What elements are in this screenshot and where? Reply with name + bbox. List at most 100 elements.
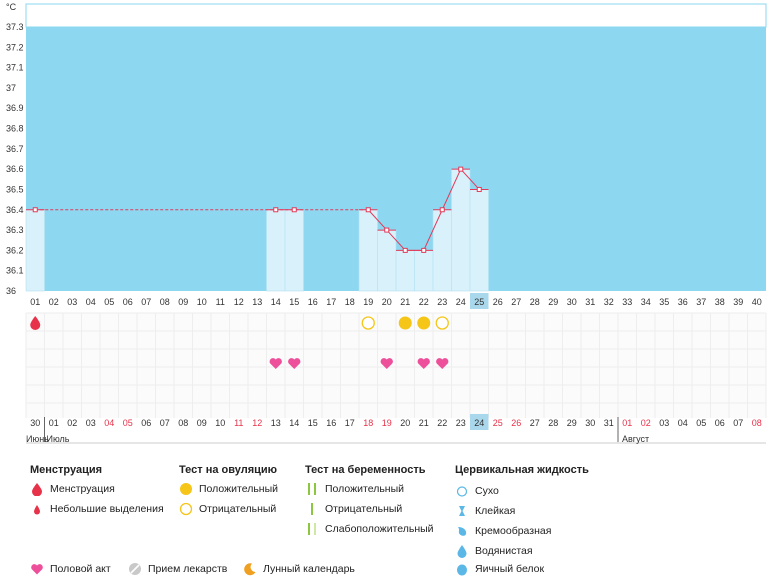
calendar-date-label: 09: [197, 418, 207, 428]
temp-bar: [377, 229, 397, 292]
calendar-date-label: 20: [400, 418, 410, 428]
pill-icon: [128, 562, 142, 576]
month-label: Июнь: [26, 434, 49, 444]
calendar-date-label: 06: [715, 418, 725, 428]
legend-cervical-title: Цервикальная жидкость: [455, 464, 589, 476]
calendar-date-label: 23: [456, 418, 466, 428]
legend-pregnancy-positive[interactable]: Положительный: [305, 482, 404, 496]
cycle-day-label: 27: [511, 297, 521, 307]
legend-cervical-eggwhite[interactable]: Яичный белок: [455, 562, 544, 576]
filled-circle-icon: [179, 482, 193, 496]
y-tick-label: 36.5: [6, 184, 24, 194]
legend-ovulation-title: Тест на овуляцию: [179, 464, 278, 476]
legend-ovulation-negative[interactable]: Отрицательный: [179, 502, 276, 516]
calendar-date-label: 05: [123, 418, 133, 428]
y-tick-label: 36: [6, 286, 16, 296]
calendar-date-label: 15: [308, 418, 318, 428]
y-tick-label: 37: [6, 83, 16, 93]
legend-cervical-dry-label: Сухо: [475, 485, 499, 497]
sex-marker: [269, 358, 282, 369]
legend-cervical-watery-label: Водянистая: [475, 545, 533, 557]
legend-medication[interactable]: Прием лекарств: [128, 562, 227, 576]
legend-pregnancy-weak[interactable]: Слабоположительный: [305, 522, 434, 536]
temp-point: [273, 207, 279, 213]
y-tick-label: 36.6: [6, 164, 24, 174]
calendar-date-label: 04: [678, 418, 688, 428]
legend-menstruation[interactable]: Менструация: [30, 482, 115, 497]
y-tick-label: 36.7: [6, 144, 24, 154]
cycle-day-label: 38: [715, 297, 725, 307]
legend-cervical-dry[interactable]: Сухо: [455, 484, 499, 498]
calendar-date-label: 02: [641, 418, 651, 428]
cycle-day-label: 32: [604, 297, 614, 307]
cycle-day-label: 14: [271, 297, 281, 307]
calendar-date-label: 28: [548, 418, 558, 428]
cycle-day-label: 02: [49, 297, 59, 307]
month-label: Август: [622, 434, 649, 444]
cycle-day-label: 34: [641, 297, 651, 307]
calendar-date-label: 25: [493, 418, 503, 428]
legend-spotting[interactable]: Небольшие выделения: [30, 502, 164, 516]
cycle-day-label: 31: [585, 297, 595, 307]
cycle-day-label: 26: [493, 297, 503, 307]
temp-bar: [451, 168, 471, 292]
cycle-day-label: 09: [178, 297, 188, 307]
ovulation-positive-marker: [398, 316, 412, 330]
calendar-date-label: 03: [86, 418, 96, 428]
sex-marker: [417, 358, 430, 369]
legend-cervical-watery[interactable]: Водянистая: [455, 544, 533, 558]
cycle-day-label: 03: [67, 297, 77, 307]
menstruation-marker: [30, 316, 41, 330]
cycle-day-label: 21: [400, 297, 410, 307]
temp-point: [32, 207, 38, 213]
legend-cervical-sticky-label: Клейкая: [475, 505, 516, 517]
cycle-day-label: 18: [345, 297, 355, 307]
cycle-day-label: 17: [326, 297, 336, 307]
unit-label: °C: [6, 2, 17, 12]
calendar-date-label: 03: [659, 418, 669, 428]
cycle-day-label: 01: [30, 297, 40, 307]
temp-bar: [414, 250, 434, 292]
calendar-date-label: 12: [252, 418, 262, 428]
egg-white-icon: [455, 562, 469, 576]
temp-bar: [284, 209, 304, 292]
legend-cervical-creamy[interactable]: Кремообразная: [455, 524, 551, 538]
y-tick-label: 36.1: [6, 266, 24, 276]
legend-spotting-label: Небольшие выделения: [50, 503, 164, 515]
y-tick-label: 36.8: [6, 124, 24, 134]
y-tick-label: 36.2: [6, 245, 24, 255]
legend-pregnancy-negative[interactable]: Отрицательный: [305, 502, 402, 516]
calendar-date-label: 22: [437, 418, 447, 428]
legend-sex[interactable]: Половой акт: [30, 562, 111, 576]
cycle-day-label: 37: [696, 297, 706, 307]
legend-pregnancy-title: Тест на беременность: [305, 464, 426, 476]
legend-cervical-eggwhite-label: Яичный белок: [475, 563, 545, 575]
legend-pregnancy-negative-label: Отрицательный: [325, 503, 403, 515]
cycle-day-label: 24: [456, 297, 466, 307]
cycle-day-label: 40: [752, 297, 762, 307]
calendar-date-label: 08: [752, 418, 762, 428]
cycle-day-label: 11: [216, 297, 225, 307]
y-tick-label: 36.4: [6, 205, 24, 215]
cycle-day-label: 30: [567, 297, 577, 307]
outline-drop-icon: [455, 484, 469, 498]
today-highlight: [470, 293, 489, 309]
legend-ovulation-negative-label: Отрицательный: [199, 503, 277, 515]
legend-cervical-sticky[interactable]: Клейкая: [455, 504, 515, 518]
calendar-date-label: 30: [585, 418, 595, 428]
temp-bar: [469, 189, 489, 292]
cycle-day-label: 39: [733, 297, 743, 307]
calendar-date-label: 26: [511, 418, 521, 428]
legend-moon[interactable]: Лунный календарь: [243, 562, 355, 576]
legend-ovulation-positive[interactable]: Положительный: [179, 482, 278, 496]
cycle-day-label: 15: [289, 297, 299, 307]
bbt-chart: 36 36.1 36.2 36.3 36.4 36.5 36.6 36.7 36.8 36.9 37…: [6, 2, 767, 444]
cycle-day-label: 05: [104, 297, 114, 307]
legend-medication-label: Прием лекарств: [148, 563, 228, 575]
calendar-date-label: 05: [696, 418, 706, 428]
calendar-date-label: 07: [160, 418, 170, 428]
empty-circle-icon: [179, 502, 193, 516]
legend-ovulation-positive-label: Положительный: [199, 483, 279, 495]
calendar-date-label: 01: [622, 418, 632, 428]
temp-point: [365, 207, 371, 213]
